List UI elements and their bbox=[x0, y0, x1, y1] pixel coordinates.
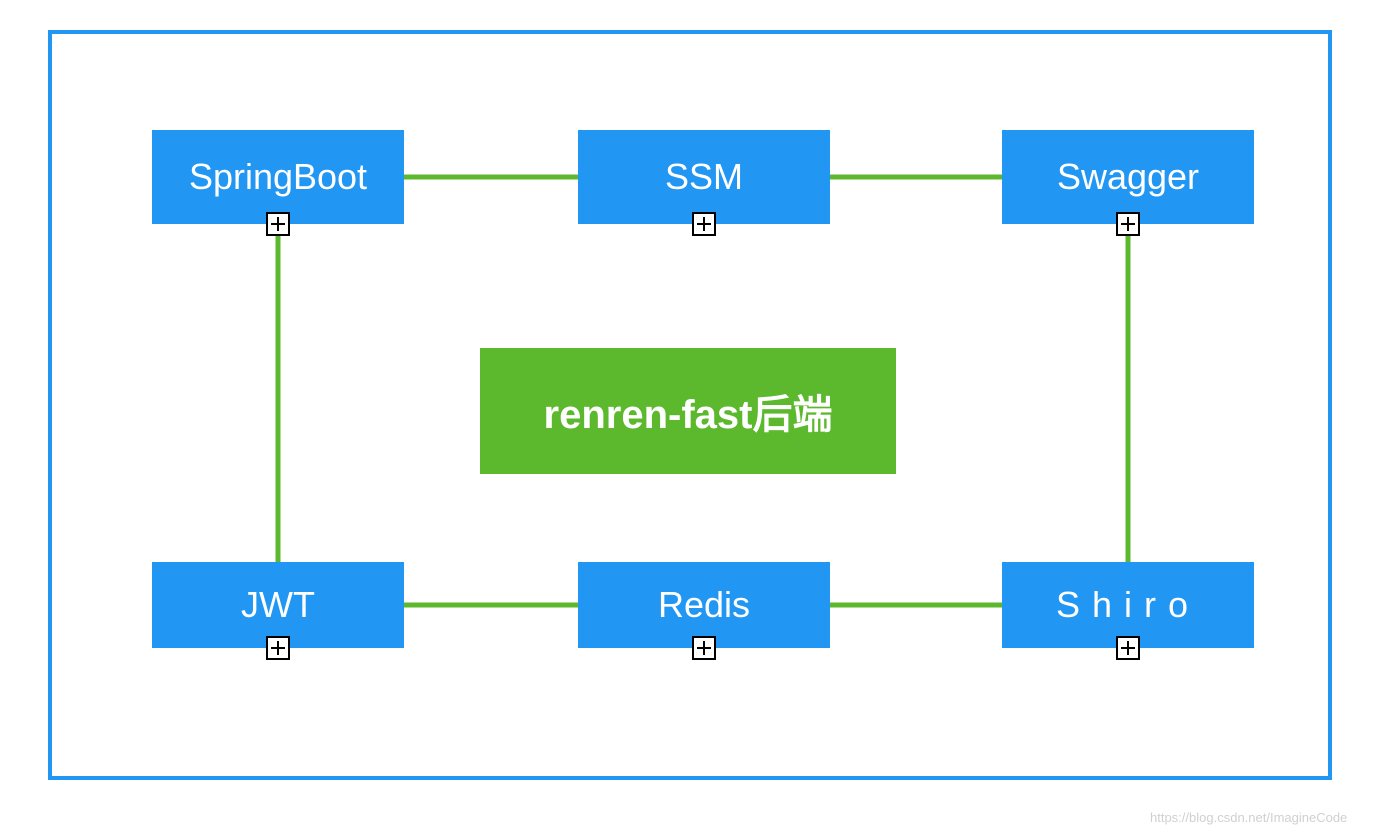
node-ssm: SSM bbox=[578, 130, 830, 224]
expand-icon[interactable] bbox=[266, 636, 290, 660]
node-label: Shiro bbox=[1056, 584, 1200, 626]
expand-icon[interactable] bbox=[1116, 212, 1140, 236]
node-springboot: SpringBoot bbox=[152, 130, 404, 224]
node-label: JWT bbox=[241, 584, 315, 626]
node-label: Redis bbox=[658, 584, 750, 626]
expand-icon[interactable] bbox=[1116, 636, 1140, 660]
node-label: SpringBoot bbox=[189, 156, 367, 198]
expand-icon[interactable] bbox=[692, 212, 716, 236]
node-label: renren-fast后端 bbox=[544, 382, 833, 440]
node-label: SSM bbox=[665, 156, 743, 198]
node-center: renren-fast后端 bbox=[480, 348, 896, 474]
expand-icon[interactable] bbox=[692, 636, 716, 660]
expand-icon[interactable] bbox=[266, 212, 290, 236]
node-label: Swagger bbox=[1057, 156, 1199, 198]
watermark-text: https://blog.csdn.net/ImagineCode bbox=[1150, 810, 1347, 825]
node-swagger: Swagger bbox=[1002, 130, 1254, 224]
